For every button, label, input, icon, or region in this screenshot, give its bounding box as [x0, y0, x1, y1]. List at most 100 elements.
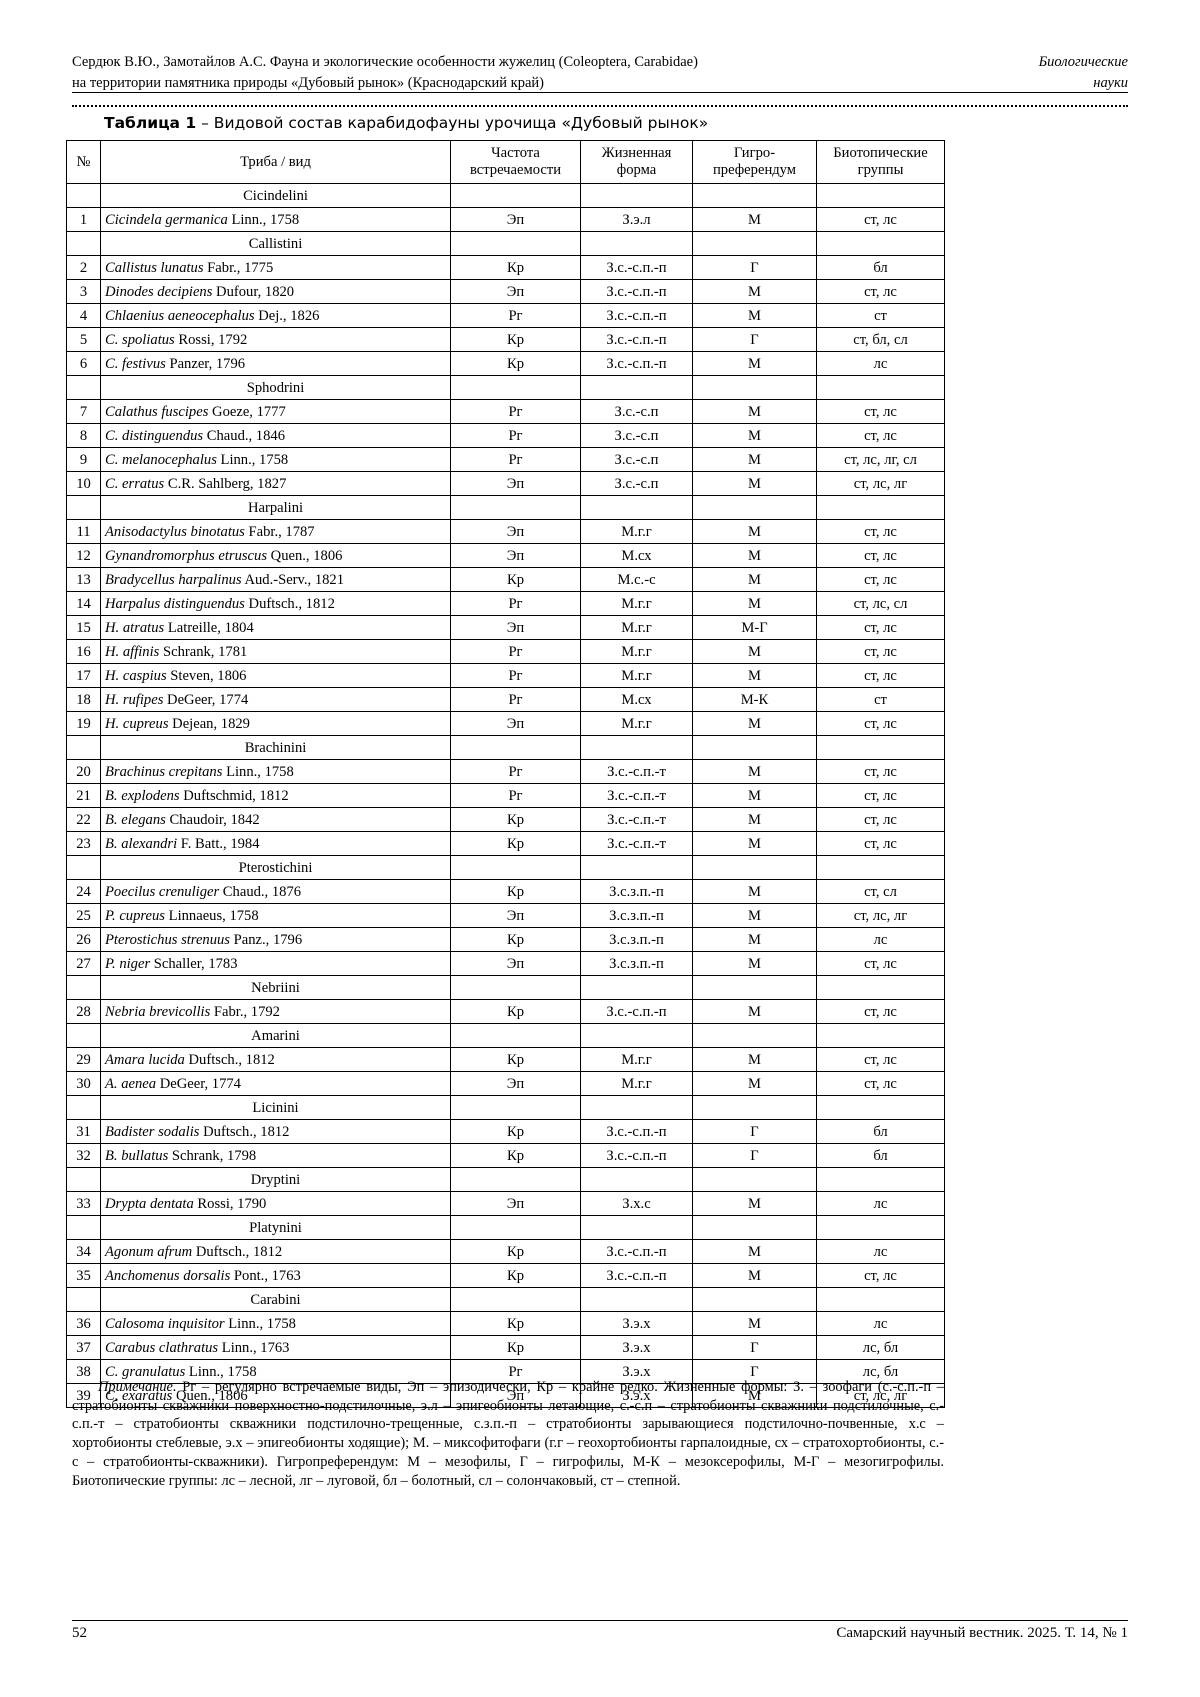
row-frequency: Рг	[450, 783, 581, 809]
species-authority: Rossi, 1790	[193, 1195, 267, 1212]
row-lifeform: М.сх	[580, 687, 693, 713]
species-authority: Linn., 1758	[185, 1363, 257, 1380]
species-name: B. bullatus Schrank, 1798	[100, 1143, 451, 1169]
row-number: 15	[66, 615, 101, 641]
tribe-row: Carabini	[66, 1287, 945, 1313]
row-hygro: М	[692, 519, 817, 545]
species-name: B. elegans Chaudoir, 1842	[100, 807, 451, 833]
tribe-row-frequency	[450, 735, 581, 761]
table-row: 4 Chlaenius aeneocephalus Dej., 1826 Рг З.с…	[66, 303, 945, 329]
row-lifeform: З.с.-с.п.-т	[580, 831, 693, 857]
table-row: 35 Anchomenus dorsalis Pont., 1763 Кр З.с.-…	[66, 1263, 945, 1289]
table-row: 7 Calathus fuscipes Goeze, 1777 Рг З.с.-с.п…	[66, 399, 945, 425]
row-number: 27	[66, 951, 101, 977]
tribe-row: Amarini	[66, 1023, 945, 1049]
table-row: 12 Gynandromorphus etruscus Quen., 1806 Эп…	[66, 543, 945, 569]
species-name: Calosoma inquisitor Linn., 1758	[100, 1311, 451, 1337]
row-hygro: М	[692, 759, 817, 785]
row-number: 38	[66, 1359, 101, 1385]
row-biotopic: ст, лс	[816, 615, 945, 641]
tribe-row-biotopic	[816, 1095, 945, 1121]
tribe-row-number	[66, 735, 101, 761]
tribe-row-biotopic	[816, 1215, 945, 1241]
row-hygro: М	[692, 1191, 817, 1217]
row-hygro: М	[692, 999, 817, 1025]
species-name: Callistus lunatus Fabr., 1775	[100, 255, 451, 281]
row-lifeform: М.г.г	[580, 711, 693, 737]
row-lifeform: З.с.-с.п.-п	[580, 1239, 693, 1265]
page-footer: 52 Самарский научный вестник. 2025. Т. 1…	[72, 1625, 1128, 1642]
tribe-row-biotopic	[816, 375, 945, 401]
row-biotopic: ст, лс	[816, 807, 945, 833]
tribe-row-number	[66, 1023, 101, 1049]
tribe-name: Pterostichini	[100, 855, 451, 881]
row-hygro: Г	[692, 1335, 817, 1361]
col-header-hygropreference: Гигро-преферендум	[692, 139, 817, 185]
row-lifeform: З.с.-с.п.-т	[580, 807, 693, 833]
table-caption-text: – Видовой состав карабидофауны урочища «…	[196, 114, 709, 132]
species-authority: Panz., 1796	[230, 931, 303, 948]
species-binomen: Cicindela germanica	[105, 211, 228, 228]
table-row: 20 Brachinus crepitans Linn., 1758 Рг З.с.-…	[66, 759, 945, 785]
tribe-row: Pterostichini	[66, 855, 945, 881]
row-biotopic: ст, лс, лг	[816, 471, 945, 497]
row-hygro: Г	[692, 327, 817, 353]
running-head: Сердюк В.Ю., Замотайлов А.С. Фауна и эко…	[72, 52, 1128, 94]
row-biotopic: ст, бл, сл	[816, 327, 945, 353]
row-number: 32	[66, 1143, 101, 1169]
row-hygro: М	[692, 807, 817, 833]
row-number: 7	[66, 399, 101, 425]
tribe-row-number	[66, 975, 101, 1001]
row-frequency: Кр	[450, 999, 581, 1025]
tribe-row-frequency	[450, 1095, 581, 1121]
species-name: Pterostichus strenuus Panz., 1796	[100, 927, 451, 953]
row-biotopic: ст, лс	[816, 423, 945, 449]
row-number: 29	[66, 1047, 101, 1073]
row-biotopic: ст, лс	[816, 279, 945, 305]
species-authority: Fabr., 1787	[244, 523, 315, 540]
row-hygro: М	[692, 951, 817, 977]
row-number: 12	[66, 543, 101, 569]
species-binomen: B. bullatus	[105, 1147, 169, 1164]
row-frequency: Рг	[450, 423, 581, 449]
species-name: A. aenea DeGeer, 1774	[100, 1071, 451, 1097]
row-hygro: М	[692, 423, 817, 449]
tribe-row-lifeform	[580, 231, 693, 257]
table-row: 9 C. melanocephalus Linn., 1758 Рг З.с.-с.п…	[66, 447, 945, 473]
row-hygro: М	[692, 663, 817, 689]
row-lifeform: З.с.з.п.-п	[580, 951, 693, 977]
row-hygro: М	[692, 303, 817, 329]
row-number: 39	[66, 1383, 101, 1409]
species-name: B. alexandri F. Batt., 1984	[100, 831, 451, 857]
row-biotopic: ст, лс	[816, 567, 945, 593]
species-binomen: Bradycellus harpalinus	[105, 571, 242, 588]
species-binomen: P. niger	[105, 955, 151, 972]
row-number: 37	[66, 1335, 101, 1361]
row-lifeform: З.с.-с.п	[580, 447, 693, 473]
species-authority: Quen., 1806	[267, 547, 343, 564]
col-header-frequency: Частота встречаемости	[450, 139, 581, 185]
row-hygro: М	[692, 1383, 817, 1409]
species-binomen: C. distinguendus	[105, 427, 204, 444]
row-number: 26	[66, 927, 101, 953]
row-biotopic: бл	[816, 1119, 945, 1145]
tribe-row-biotopic	[816, 1167, 945, 1193]
tribe-row-number	[66, 855, 101, 881]
tribe-row-number	[66, 1215, 101, 1241]
tribe-row: Sphodrini	[66, 375, 945, 401]
row-lifeform: З.с.-с.п.-п	[580, 303, 693, 329]
table-row: 8 C. distinguendus Chaud., 1846 Рг З.с.-с.п…	[66, 423, 945, 449]
table-row: 10 C. erratus C.R. Sahlberg, 1827 Эп З.с.-с…	[66, 471, 945, 497]
species-authority: Schaller, 1783	[150, 955, 238, 972]
species-binomen: Amara lucida	[105, 1051, 185, 1068]
row-frequency: Эп	[450, 279, 581, 305]
row-number: 23	[66, 831, 101, 857]
tribe-name: Callistini	[100, 231, 451, 257]
row-number: 30	[66, 1071, 101, 1097]
species-binomen: Brachinus crepitans	[105, 763, 223, 780]
species-binomen: C. festivus	[105, 355, 166, 372]
species-binomen: H. cupreus	[105, 715, 169, 732]
